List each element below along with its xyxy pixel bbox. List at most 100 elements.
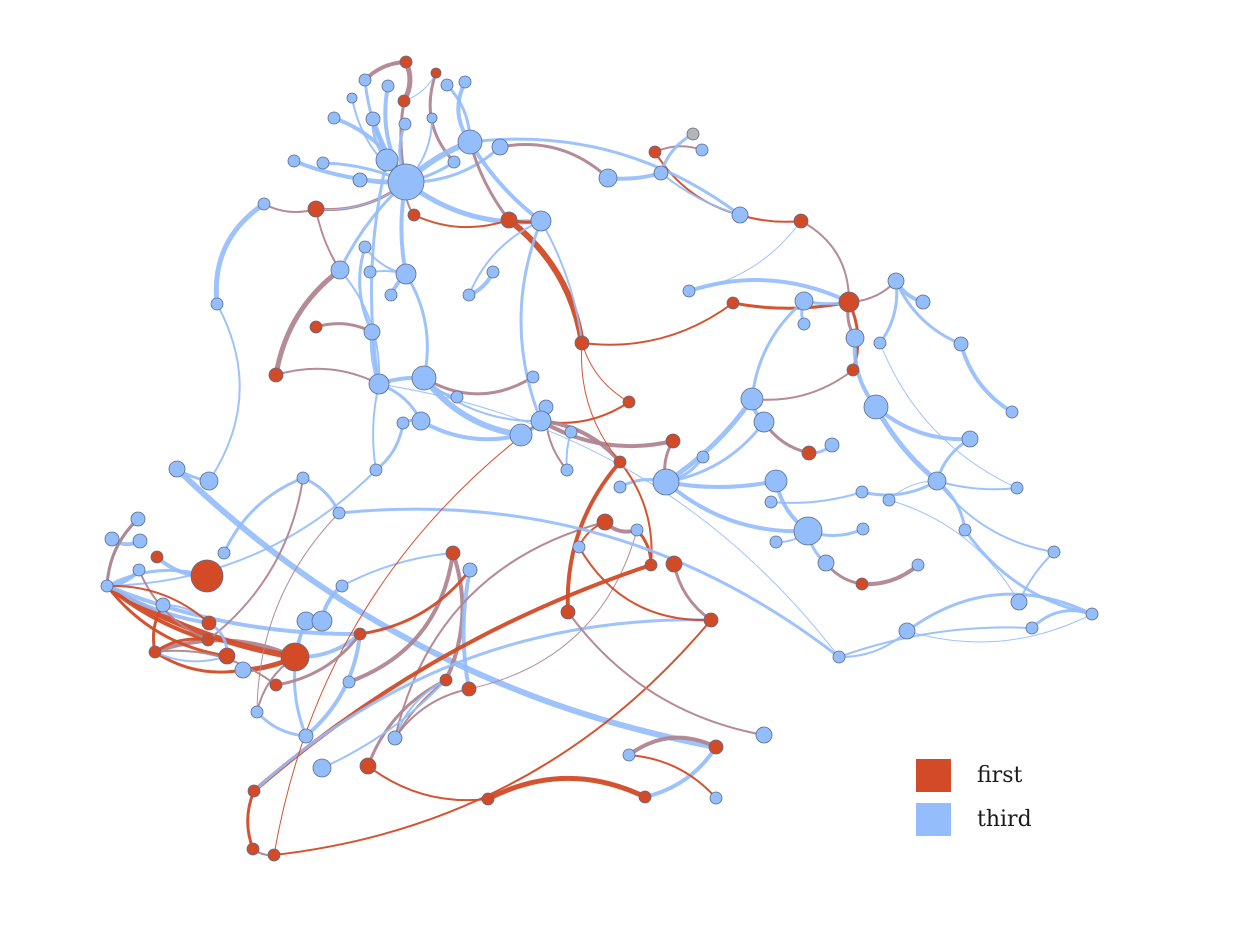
graph-node [201,615,217,631]
edge [105,584,362,637]
edge [314,322,374,334]
graph-node [132,563,146,577]
graph-node [168,460,186,478]
graph-node [855,485,869,499]
graph-node [358,240,372,254]
edge [273,619,712,856]
edge [404,272,429,380]
graph-node [234,661,252,679]
graph-node [1085,607,1099,621]
edge [105,584,210,642]
graph-node [358,73,372,87]
edge [879,342,1018,489]
edge [770,491,863,504]
graph-node [132,533,148,549]
graph-node [439,673,453,687]
graph-node [753,411,775,433]
graph-node [686,127,700,141]
graph-node [961,430,979,448]
graph-node [381,79,395,93]
graph-node [190,559,224,593]
graph-node [682,284,696,298]
edge [628,754,717,799]
graph-node [695,143,709,157]
graph-node [652,468,680,496]
graph-node [873,336,887,350]
graph-node [481,792,495,806]
graph-node [1025,621,1039,635]
graph-node [832,650,846,664]
graph-node [430,67,442,79]
graph-node [155,597,171,613]
edge [273,420,542,856]
graph-node [387,730,403,746]
graph-node [726,296,740,310]
graph-node [440,78,454,92]
graph-node [817,554,835,572]
edge [654,145,703,153]
graph-node [1010,593,1028,611]
edge [873,404,940,484]
graph-node [267,848,281,862]
edge [337,507,841,659]
edge [578,546,712,622]
graph-node [363,265,377,279]
graph-node [359,757,377,775]
graph-node [312,758,332,778]
graph-node [1005,405,1019,419]
graph-node [526,370,540,384]
edge [252,563,653,793]
graph-node [311,610,333,632]
graph-node [622,395,636,409]
edge [413,214,510,229]
graph-node [247,784,261,798]
graph-node [709,791,723,805]
graph-node [644,558,658,572]
graph-node [257,197,271,211]
graph-node [653,165,669,181]
graph-node [613,455,627,469]
edge [394,679,447,739]
edge [274,632,362,687]
edge [664,480,810,534]
legend-swatch-first [916,758,951,792]
edge [581,342,630,403]
edge [423,377,542,423]
graph-node [755,726,773,744]
edge [339,269,381,385]
graph-node [332,506,346,520]
graph-node [335,579,349,593]
edge [394,521,606,739]
graph-node [794,291,814,311]
graph-node [298,728,314,744]
graph-node [330,260,350,280]
edge [347,551,455,684]
graph-node [703,612,719,628]
graph-node [630,523,644,537]
graph-node [953,336,969,352]
graph-node [622,748,636,762]
graph-node [316,156,330,170]
graph-node [457,129,483,155]
legend-item-first: first [916,753,1032,797]
legend-label-third: third [977,806,1032,832]
graph-node [696,450,710,464]
edge [751,369,854,401]
graph-node [250,705,264,719]
edge [256,512,340,713]
edge [468,137,742,217]
edge [838,626,1033,658]
graph-node [447,155,461,169]
edge [739,214,802,223]
graph-node [368,373,390,395]
graph-node [268,367,284,383]
graph-node [398,117,412,131]
graph-node [648,145,662,159]
graph-node [287,154,301,168]
graph-node [708,739,724,755]
graph-node [838,291,860,313]
edge [936,480,1055,553]
edge [688,220,802,292]
edge [750,299,806,401]
